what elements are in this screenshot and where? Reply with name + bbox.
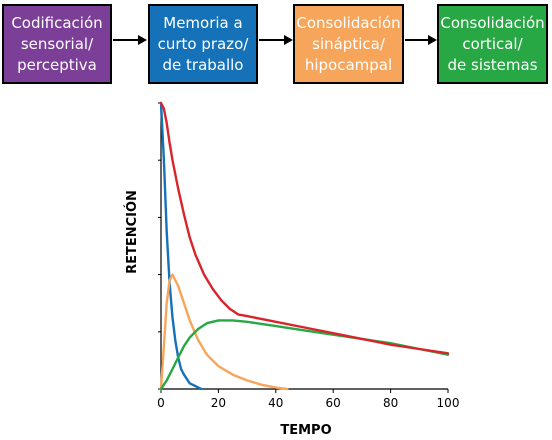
chart-series <box>159 101 450 391</box>
chart-axes: 0 20 40 60 80 100 <box>157 102 460 410</box>
series-line-3 <box>159 319 450 391</box>
arrow-right-icon <box>259 35 293 45</box>
arrow-right-icon <box>113 35 147 45</box>
series-line-4 <box>159 101 450 355</box>
stage-synaptic-consolidation: Consolidación sináptica/ hipocampal <box>293 4 404 84</box>
x-tick-label: 80 <box>383 396 398 410</box>
x-tick-label: 100 <box>437 396 460 410</box>
stage-systems-consolidation: Consolidación cortical/ de sistemas <box>437 4 548 84</box>
x-tick-label: 40 <box>268 396 283 410</box>
stage-short-term-memory: Memoria a curto prazo/ de traballo <box>148 4 258 84</box>
y-axis-label: RETENCIÓN <box>124 190 140 274</box>
x-tick-label: 20 <box>211 396 226 410</box>
series-line-1 <box>159 101 203 391</box>
x-axis-label: TEMPO <box>280 423 331 438</box>
arrow-right-icon <box>405 35 437 45</box>
x-tick-label: 60 <box>326 396 341 410</box>
series-line-2 <box>159 273 289 391</box>
stage-sensory-encoding: Codificación sensorial/ perceptiva <box>2 4 112 84</box>
x-tick-label: 0 <box>157 396 165 410</box>
